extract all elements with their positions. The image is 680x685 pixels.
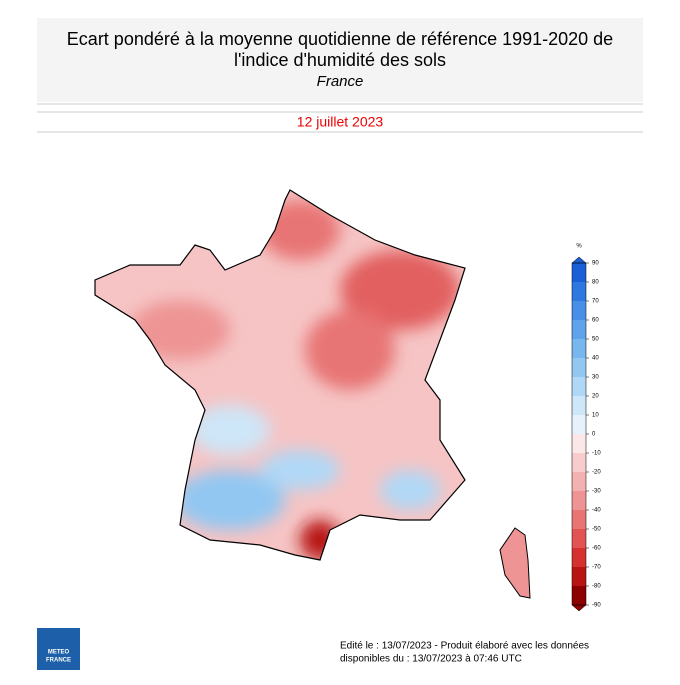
title: Ecart pondéré à la moyenne quotidienne d… bbox=[67, 29, 613, 49]
color-band bbox=[572, 586, 586, 605]
tick-label: -90 bbox=[592, 603, 601, 609]
color-band bbox=[572, 320, 586, 339]
france-map bbox=[95, 190, 465, 560]
logo-text: METEO bbox=[48, 650, 70, 656]
logo-text: FRANCE bbox=[46, 658, 71, 664]
title: l'indice d'humidité des sols bbox=[234, 50, 446, 70]
color-band bbox=[572, 263, 586, 282]
tick-label: 20 bbox=[592, 394, 599, 400]
color-band bbox=[572, 358, 586, 377]
tick-label: -10 bbox=[592, 451, 601, 457]
corsica bbox=[499, 527, 531, 599]
color-band bbox=[572, 301, 586, 320]
title-box bbox=[37, 18, 643, 102]
date: 12 juillet 2023 bbox=[297, 114, 384, 130]
color-band bbox=[572, 415, 586, 434]
arrow-bottom bbox=[571, 604, 587, 612]
tick-label: -60 bbox=[592, 546, 601, 552]
color-band bbox=[572, 339, 586, 358]
tick-label: 40 bbox=[592, 356, 599, 362]
color-band bbox=[572, 472, 586, 491]
arrow-top bbox=[571, 256, 587, 264]
tick-label: 50 bbox=[592, 337, 599, 343]
color-band bbox=[572, 396, 586, 415]
color-band bbox=[572, 567, 586, 586]
logo bbox=[37, 628, 80, 670]
tick-label: 10 bbox=[592, 413, 599, 419]
tick-label: -20 bbox=[592, 470, 601, 476]
tick-label: 70 bbox=[592, 299, 599, 305]
border bbox=[94, 189, 466, 561]
tick-label: 60 bbox=[592, 318, 599, 324]
tick-label: 0 bbox=[592, 432, 596, 438]
color-band bbox=[572, 491, 586, 510]
color-band bbox=[572, 510, 586, 529]
color-band bbox=[572, 434, 586, 453]
tick-label: 30 bbox=[592, 375, 599, 381]
color-band bbox=[572, 377, 586, 396]
subtitle: France bbox=[317, 73, 364, 90]
color-band bbox=[572, 529, 586, 548]
color-band bbox=[572, 453, 586, 472]
tick-label: 80 bbox=[592, 280, 599, 286]
color-band bbox=[572, 282, 586, 301]
legend-unit: % bbox=[576, 244, 582, 250]
tick-label: -50 bbox=[592, 527, 601, 533]
tick-label: -70 bbox=[592, 565, 601, 571]
footer: Edité le : 13/07/2023 - Produit élaboré … bbox=[340, 641, 589, 652]
tick-label: -30 bbox=[592, 489, 601, 495]
color-band bbox=[572, 548, 586, 567]
tick-label: -40 bbox=[592, 508, 601, 514]
footer: disponibles du : 13/07/2023 à 07:46 UTC bbox=[340, 654, 522, 665]
tick-label: -80 bbox=[592, 584, 601, 590]
tick-label: 90 bbox=[592, 261, 599, 267]
